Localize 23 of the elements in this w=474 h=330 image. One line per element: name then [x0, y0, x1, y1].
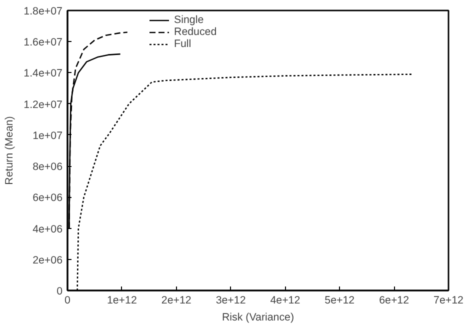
y-tick-label: 1.2e+07	[24, 98, 63, 111]
x-tick-label: 3e+12	[216, 294, 246, 306]
legend-label: Single	[174, 14, 204, 26]
x-tick-label: 4e+12	[270, 294, 300, 306]
y-tick-label: 1.4e+07	[24, 68, 63, 80]
y-tick-label: 1e+07	[32, 130, 63, 142]
x-tick-label: 1e+12	[106, 294, 137, 306]
y-tick-label: 2e+06	[32, 254, 63, 266]
x-tick-label: 2e+12	[161, 294, 192, 306]
x-tick-label: 6e+12	[379, 294, 410, 306]
y-tick-label: 0	[56, 286, 63, 298]
legend-label: Reduced	[174, 26, 217, 38]
x-tick-label: 7e+12	[434, 294, 464, 306]
y-axis-title: Return (Mean)	[4, 116, 16, 185]
y-tick-label: 8e+06	[32, 161, 63, 174]
x-tick-label: 5e+12	[324, 294, 355, 306]
y-tick-label: 6e+06	[32, 192, 63, 204]
y-tick-label: 1.8e+07	[24, 6, 63, 18]
legend-label: Full	[174, 38, 192, 50]
y-tick-label: 4e+06	[32, 223, 63, 236]
x-tick-label: 0	[64, 294, 71, 306]
x-axis-title: Risk (Variance)	[222, 312, 294, 324]
y-tick-label: 1.6e+07	[24, 36, 63, 49]
